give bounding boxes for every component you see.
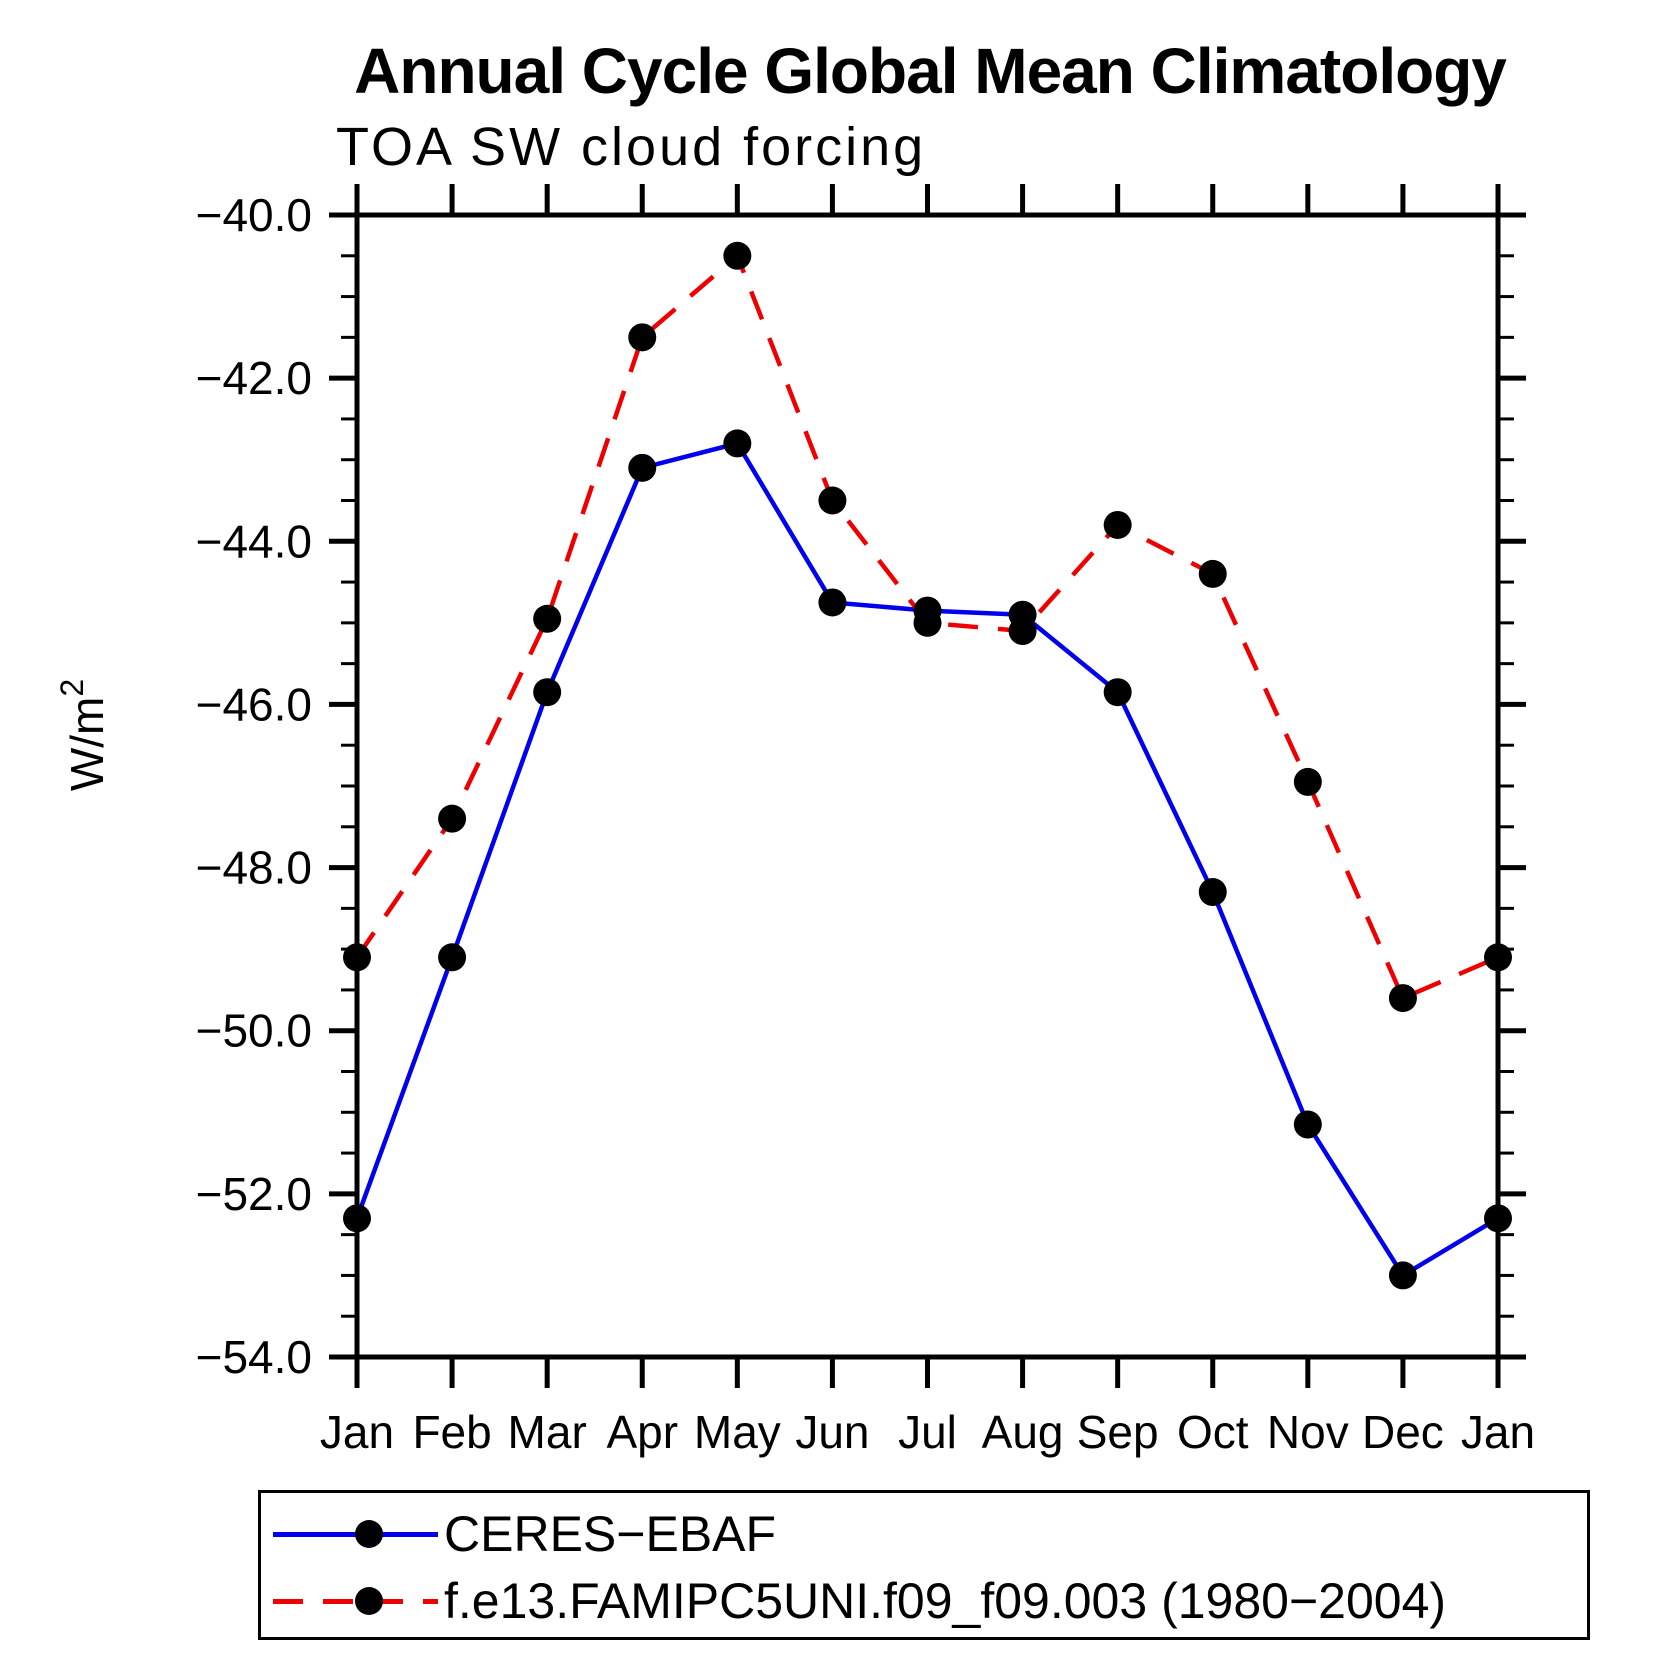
- x-tick-label: Apr: [606, 1406, 678, 1458]
- marker-s0-10: [1293, 1110, 1322, 1139]
- marker-s0-3: [628, 453, 657, 482]
- y-tick-label: −52.0: [196, 1168, 312, 1220]
- marker-s1-7: [1008, 617, 1037, 646]
- y-tick-label: −54.0: [196, 1331, 312, 1383]
- marker-s1-3: [628, 323, 657, 352]
- marker-s0-1: [438, 943, 467, 972]
- marker-s1-11: [1388, 984, 1417, 1013]
- legend-box: CERES−EBAF f.e13.FAMIPC5UNI.f09_f09.003 …: [258, 1490, 1590, 1640]
- x-tick-label: Sep: [1077, 1406, 1159, 1458]
- x-tick-label: Jun: [795, 1406, 869, 1458]
- x-tick-label: Dec: [1362, 1406, 1444, 1458]
- chart-subtitle: TOA SW cloud forcing: [336, 117, 927, 177]
- marker-s1-10: [1293, 767, 1322, 796]
- marker-s0-12: [1484, 1204, 1512, 1233]
- legend-row-ceres: CERES−EBAF: [261, 1506, 776, 1562]
- marker-s0-8: [1103, 678, 1132, 707]
- x-tick-label: Jan: [320, 1406, 394, 1458]
- x-tick-label: Mar: [508, 1406, 587, 1458]
- legend-label-model: f.e13.FAMIPC5UNI.f09_f09.003 (1980−2004): [444, 1573, 1447, 1629]
- marker-s0-2: [533, 678, 562, 707]
- marker-s0-4: [723, 429, 752, 458]
- legend-marker-icon: [355, 1520, 383, 1548]
- legend-label-ceres: CERES−EBAF: [444, 1506, 777, 1562]
- marker-s1-2: [533, 604, 562, 633]
- legend-row-model: f.e13.FAMIPC5UNI.f09_f09.003 (1980−2004): [261, 1573, 1446, 1629]
- y-tick-label: −44.0: [196, 515, 312, 567]
- marker-s0-0: [343, 1204, 371, 1233]
- x-tick-label: Jan: [1461, 1406, 1535, 1458]
- marker-s1-5: [818, 486, 847, 515]
- marker-s0-9: [1198, 878, 1227, 907]
- marker-s1-4: [723, 241, 752, 270]
- marker-s0-11: [1388, 1261, 1417, 1290]
- x-tick-label: Aug: [982, 1406, 1064, 1458]
- marker-s1-8: [1103, 510, 1132, 539]
- x-tick-label: Jul: [898, 1406, 957, 1458]
- marker-s1-0: [343, 943, 371, 972]
- y-tick-label: −48.0: [196, 842, 312, 894]
- y-tick-label: −40.0: [196, 189, 312, 241]
- y-tick-label: −46.0: [196, 678, 312, 730]
- marker-s0-5: [818, 588, 847, 617]
- marker-s1-6: [913, 608, 942, 637]
- legend-marker-icon: [355, 1587, 383, 1615]
- marker-s1-9: [1198, 559, 1227, 588]
- x-tick-label: Oct: [1177, 1406, 1249, 1458]
- legend-sample-ceres: [273, 1520, 438, 1548]
- marker-s1-12: [1484, 943, 1512, 972]
- marker-s1-1: [438, 804, 467, 833]
- x-tick-label: Feb: [412, 1406, 491, 1458]
- x-tick-label: May: [694, 1406, 781, 1458]
- y-axis-title: W/m2: [54, 679, 113, 791]
- x-tick-label: Nov: [1267, 1406, 1349, 1458]
- y-tick-label: −42.0: [196, 352, 312, 404]
- legend-sample-model: [273, 1587, 438, 1615]
- series-line-0: [354, 440, 1500, 1279]
- y-tick-label: −50.0: [196, 1005, 312, 1057]
- plot-frame: [354, 212, 1501, 1360]
- chart-title: Annual Cycle Global Mean Climatology: [354, 35, 1507, 107]
